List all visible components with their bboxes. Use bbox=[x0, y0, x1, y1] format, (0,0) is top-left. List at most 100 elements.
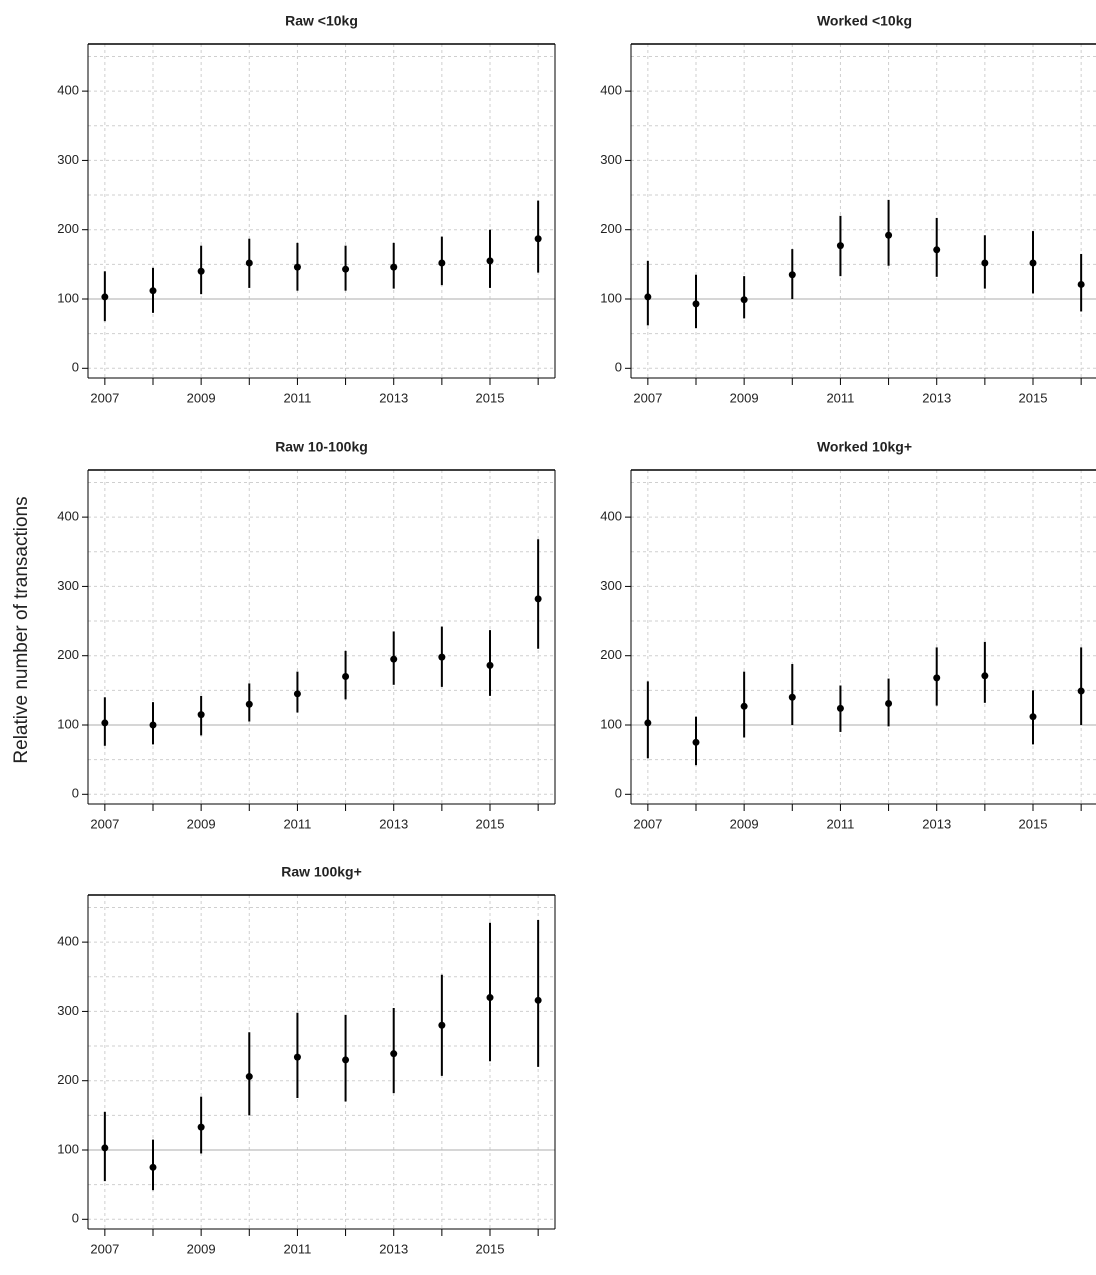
point bbox=[644, 293, 652, 301]
point bbox=[933, 246, 941, 254]
point bbox=[788, 693, 796, 701]
point bbox=[740, 296, 748, 304]
point bbox=[885, 231, 893, 239]
point bbox=[534, 595, 542, 603]
point bbox=[740, 702, 748, 710]
point bbox=[692, 738, 700, 746]
point bbox=[101, 719, 109, 727]
point bbox=[644, 719, 652, 727]
y-tick-label: 300 bbox=[57, 1003, 79, 1018]
x-tick-label: 2009 bbox=[730, 390, 759, 405]
y-tick-label: 0 bbox=[72, 360, 79, 375]
point bbox=[438, 653, 446, 661]
point bbox=[197, 267, 205, 275]
x-tick-label: 2011 bbox=[826, 816, 854, 831]
point bbox=[981, 672, 989, 680]
point bbox=[1029, 713, 1037, 721]
point bbox=[101, 1144, 109, 1152]
x-tick-label: 2013 bbox=[379, 390, 408, 405]
y-tick-label: 400 bbox=[57, 509, 79, 524]
point bbox=[245, 259, 253, 267]
x-tick-label: 2009 bbox=[187, 816, 216, 831]
x-tick-label: 2007 bbox=[90, 390, 119, 405]
point bbox=[293, 1053, 301, 1061]
point bbox=[293, 263, 301, 271]
x-tick-label: 2015 bbox=[1019, 816, 1048, 831]
x-tick-label: 2015 bbox=[476, 816, 505, 831]
y-tick-label: 300 bbox=[57, 152, 79, 167]
panel-title: Raw <10kg bbox=[285, 13, 358, 29]
x-tick-label: 2011 bbox=[826, 390, 854, 405]
x-tick-label: 2013 bbox=[922, 816, 951, 831]
point bbox=[981, 259, 989, 267]
point bbox=[534, 996, 542, 1004]
x-tick-label: 2007 bbox=[633, 390, 662, 405]
x-tick-label: 2007 bbox=[90, 1241, 119, 1256]
point bbox=[245, 1073, 253, 1081]
y-tick-label: 200 bbox=[600, 647, 622, 662]
x-tick-label: 2011 bbox=[283, 1241, 311, 1256]
y-tick-label: 200 bbox=[600, 221, 622, 236]
point bbox=[390, 263, 398, 271]
y-tick-label: 200 bbox=[57, 1072, 79, 1087]
panel-title: Worked 10kg+ bbox=[817, 439, 912, 455]
point bbox=[245, 700, 253, 708]
x-tick-label: 2011 bbox=[283, 816, 311, 831]
point bbox=[149, 721, 157, 729]
point bbox=[486, 994, 494, 1002]
y-axis-label: Relative number of transactions bbox=[11, 496, 32, 763]
point bbox=[197, 711, 205, 719]
point bbox=[1029, 259, 1037, 267]
x-tick-label: 2013 bbox=[379, 816, 408, 831]
point bbox=[692, 300, 700, 308]
point bbox=[885, 700, 893, 708]
point bbox=[438, 1021, 446, 1029]
point bbox=[197, 1123, 205, 1131]
panel-title: Raw 100kg+ bbox=[281, 864, 362, 880]
y-tick-label: 400 bbox=[57, 83, 79, 98]
x-tick-label: 2007 bbox=[90, 816, 119, 831]
y-tick-label: 200 bbox=[57, 221, 79, 236]
y-tick-label: 300 bbox=[600, 152, 622, 167]
x-tick-label: 2013 bbox=[379, 1241, 408, 1256]
x-tick-label: 2013 bbox=[922, 390, 951, 405]
x-tick-label: 2015 bbox=[1019, 390, 1048, 405]
point bbox=[390, 1050, 398, 1058]
x-tick-label: 2009 bbox=[187, 1241, 216, 1256]
point bbox=[149, 287, 157, 295]
point bbox=[534, 235, 542, 243]
point bbox=[836, 242, 844, 250]
point bbox=[293, 690, 301, 698]
point bbox=[390, 655, 398, 663]
y-tick-label: 0 bbox=[615, 786, 622, 801]
point bbox=[342, 265, 350, 273]
y-tick-label: 300 bbox=[600, 578, 622, 593]
point bbox=[1077, 687, 1085, 695]
y-tick-label: 0 bbox=[72, 786, 79, 801]
y-tick-label: 300 bbox=[57, 578, 79, 593]
point bbox=[836, 704, 844, 712]
y-tick-label: 400 bbox=[600, 83, 622, 98]
x-tick-label: 2015 bbox=[476, 390, 505, 405]
point bbox=[933, 674, 941, 682]
x-tick-label: 2015 bbox=[476, 1241, 505, 1256]
x-tick-label: 2007 bbox=[633, 816, 662, 831]
point bbox=[1077, 280, 1085, 288]
y-tick-label: 200 bbox=[57, 647, 79, 662]
y-tick-label: 100 bbox=[57, 1141, 79, 1156]
point bbox=[342, 1056, 350, 1064]
point bbox=[342, 672, 350, 680]
point bbox=[486, 257, 494, 265]
y-tick-label: 0 bbox=[615, 360, 622, 375]
x-tick-label: 2011 bbox=[283, 390, 311, 405]
point bbox=[101, 293, 109, 301]
panel-title: Raw 10-100kg bbox=[275, 439, 368, 455]
point bbox=[149, 1163, 157, 1171]
point bbox=[486, 661, 494, 669]
point bbox=[438, 259, 446, 267]
point bbox=[788, 271, 796, 279]
x-tick-label: 2009 bbox=[187, 390, 216, 405]
